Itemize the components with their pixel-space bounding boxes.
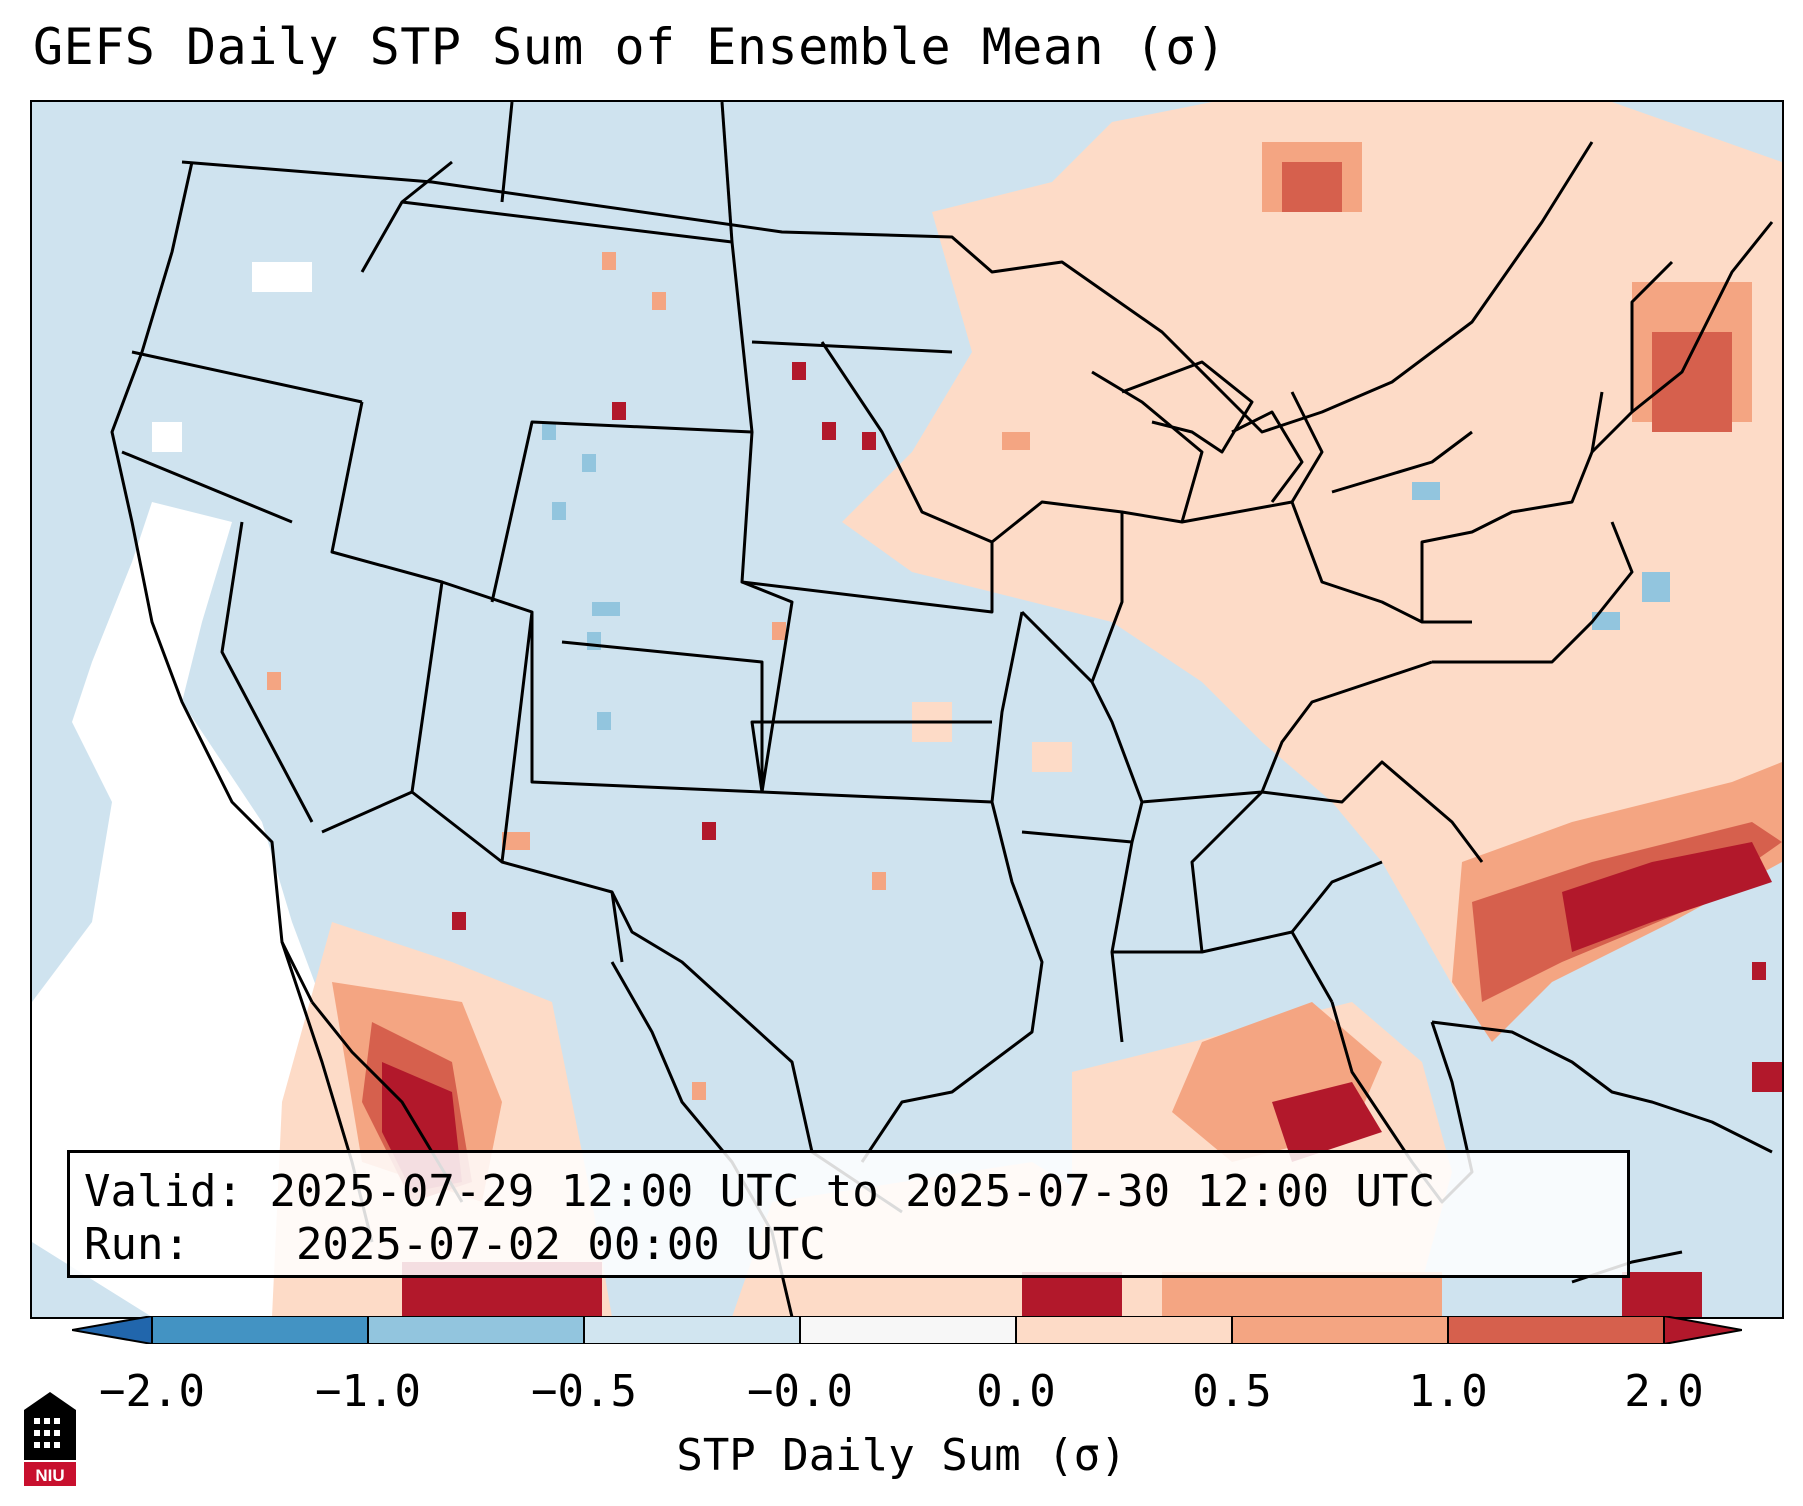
colorbar-tick: 0.5 xyxy=(1192,1366,1272,1417)
colorbar-bin xyxy=(368,1316,584,1344)
colorbar-bin xyxy=(1448,1316,1664,1344)
colorbar-tick: −1.0 xyxy=(315,1366,421,1417)
colorbar-tick: −0.0 xyxy=(747,1366,853,1417)
run-label: Run: xyxy=(84,1219,190,1270)
niu-logo: NIU xyxy=(24,1392,76,1486)
colorbar-tick: −0.5 xyxy=(531,1366,637,1417)
stp-anomaly-field xyxy=(267,102,1782,1317)
colorbar-tick: 2.0 xyxy=(1624,1366,1704,1417)
colorbar-extend-low xyxy=(72,1316,152,1344)
colorbar-bin xyxy=(800,1316,1016,1344)
valid-label: Valid: xyxy=(84,1166,243,1217)
colorbar-bin xyxy=(152,1316,368,1344)
chart-title: GEFS Daily STP Sum of Ensemble Mean (σ) xyxy=(33,18,1227,76)
colorbar-extend-high xyxy=(1664,1316,1742,1344)
run-value: 2025-07-02 00:00 UTC xyxy=(295,1219,826,1270)
valid-time-box: Valid: 2025-07-29 12:00 UTC to 2025-07-3… xyxy=(67,1150,1630,1278)
colorbar-tick: 1.0 xyxy=(1408,1366,1488,1417)
colorbar-bin xyxy=(584,1316,800,1344)
colorbar-tick: 0.0 xyxy=(976,1366,1056,1417)
map-canvas xyxy=(32,102,1782,1317)
logo-text: NIU xyxy=(35,1466,64,1485)
colorbar-tick: −2.0 xyxy=(99,1366,205,1417)
colorbar-bin xyxy=(1232,1316,1448,1344)
map-panel xyxy=(30,100,1784,1319)
colorbar-label: STP Daily Sum (σ) xyxy=(676,1430,1127,1481)
colorbar-bin xyxy=(1016,1316,1232,1344)
valid-value: 2025-07-29 12:00 UTC to 2025-07-30 12:00… xyxy=(269,1166,1436,1217)
colorbar xyxy=(72,1316,1742,1344)
boundaries xyxy=(110,102,1774,1317)
